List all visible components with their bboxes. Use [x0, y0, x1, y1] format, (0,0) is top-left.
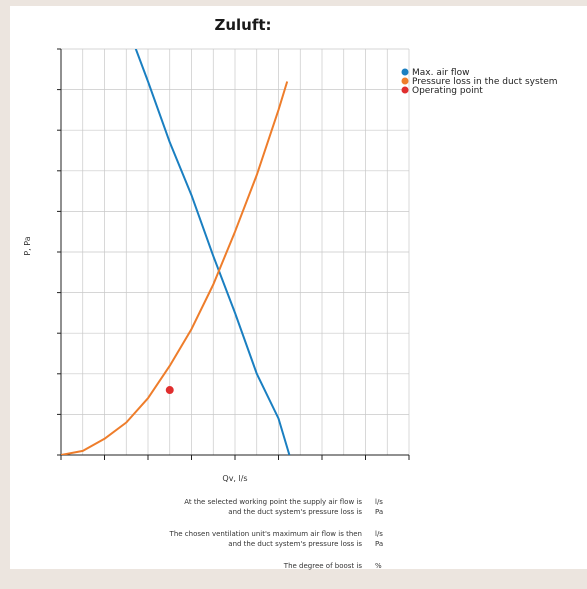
result-row-working-point: At the selected working point the supply… [10, 497, 587, 525]
y-axis-label: P, Pa [23, 236, 32, 255]
legend-label: Operating point [412, 86, 483, 96]
result-unit: % [375, 562, 382, 570]
result-unit: Pa [375, 508, 384, 516]
legend-label: Max. air flow [412, 68, 469, 78]
result-line: The chosen ventilation unit's maximum ai… [169, 530, 362, 538]
legend-marker [401, 77, 409, 85]
series-line-1 [61, 81, 289, 455]
result-line: and the duct system's pressure loss is [228, 540, 362, 548]
result-line: and the duct system's pressure loss is [228, 508, 362, 516]
result-row-boost: The degree of boost is % [10, 561, 587, 589]
operating-point [165, 386, 174, 395]
result-line: At the selected working point the supply… [184, 498, 362, 506]
result-line: The degree of boost is [283, 562, 362, 570]
legend-marker [401, 86, 409, 94]
series-line-0 [134, 49, 291, 455]
chart-card: Zuluft: Qv, l/s P, Pa Max. air flow Pressur… [10, 6, 587, 570]
result-unit: l/s [375, 530, 383, 538]
result-unit: Pa [375, 540, 384, 548]
legend-label: Pressure loss in the duct system [412, 77, 558, 87]
legend-marker [401, 68, 409, 76]
x-axis-label: Qv, l/s [222, 474, 247, 483]
chart-title: Zuluft: [214, 16, 272, 34]
result-row-max-air-flow: The chosen ventilation unit's maximum ai… [10, 529, 587, 557]
result-unit: l/s [375, 498, 383, 506]
